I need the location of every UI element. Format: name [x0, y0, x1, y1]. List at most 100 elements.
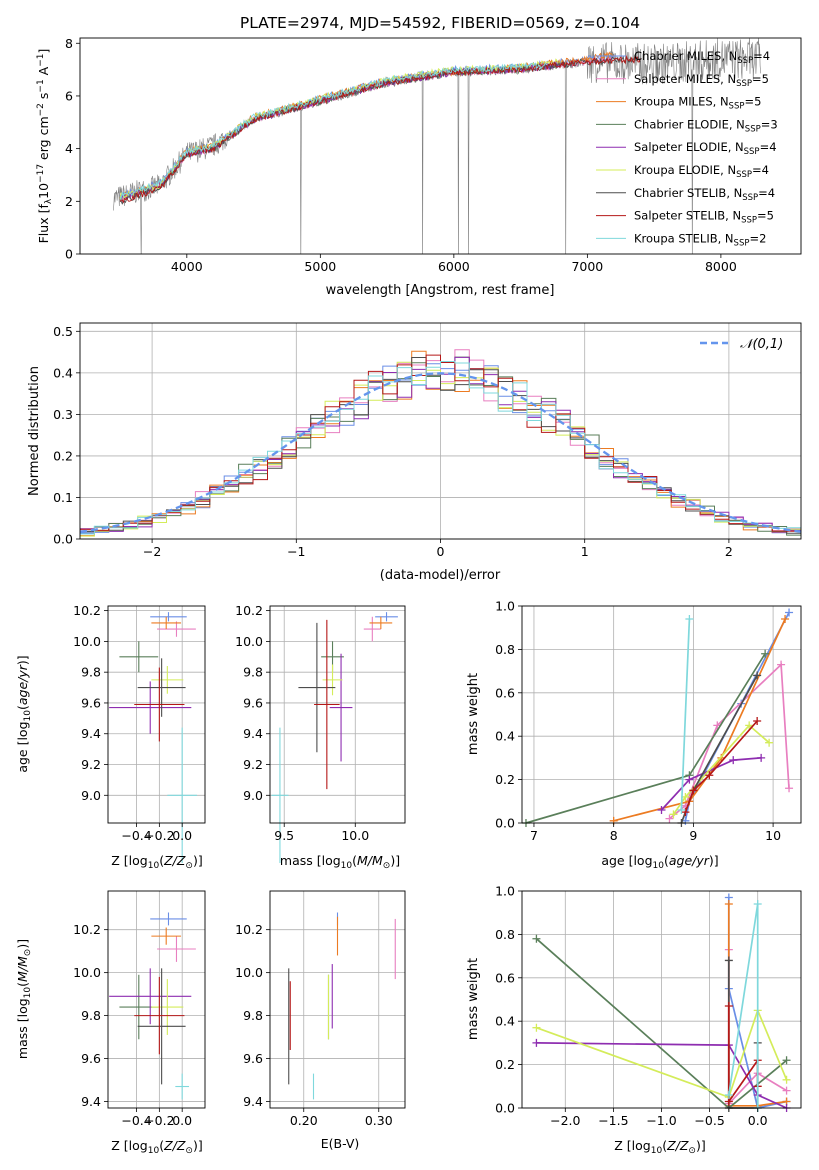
age-z-ylabel: age [log10(age/yr)]	[15, 655, 33, 772]
panel-residual-histogram: −2 −1 0 1 2 0.0 0.1 0.2 0.3 0.4 0.5 (data-model)/e…	[27, 322, 802, 583]
weight-age-ylabel: mass weight	[466, 673, 481, 755]
age-mass-xlabel: mass [log10(M/M⊙)]	[280, 853, 400, 871]
weight-z-ylabel: mass weight	[466, 958, 481, 1040]
mass-weight-marker	[753, 671, 762, 680]
y-tick-label: 9.2	[81, 757, 101, 772]
x-tick-label: −1.0	[646, 1113, 676, 1128]
y-tick-label: 9.0	[81, 788, 101, 803]
model-spectrum-line	[119, 61, 548, 201]
x-tick-label: 0.30	[365, 1113, 393, 1128]
model-spectrum-line	[119, 61, 561, 200]
mass-weight-marker	[757, 753, 766, 762]
y-tick-label: 0.1	[53, 490, 73, 505]
y-tick-label: 0.4	[495, 729, 515, 744]
mass-weight-marker	[781, 615, 790, 624]
y-tick-label: 9.4	[81, 726, 101, 741]
spectrum-xlabel: wavelength [Angstrom, rest frame]	[326, 283, 555, 298]
x-tick-label: 0.0	[172, 828, 192, 843]
mass-weight-line	[536, 1042, 787, 1109]
residual-legend-label: 𝒩(0,1)	[740, 337, 783, 352]
y-tick-label: 9.6	[243, 1051, 263, 1066]
mass-weight-marker	[745, 721, 754, 730]
panel-mass-ebv-frame	[269, 890, 406, 1109]
x-tick-label: −0.2	[144, 828, 174, 843]
legend-label: Kroupa MILES, NSSP=5	[634, 95, 761, 112]
y-tick-label: 9.6	[81, 1051, 101, 1066]
y-tick-label: 0.0	[495, 1101, 515, 1116]
age-z-xlabel: Z [log10(Z/Z⊙)]	[111, 853, 202, 871]
residual-legend: 𝒩(0,1)	[700, 337, 783, 352]
y-tick-label: 10.0	[73, 634, 101, 649]
y-tick-label: 9.4	[243, 1094, 263, 1109]
x-tick-label: −2.0	[550, 1113, 580, 1128]
panel-spectrum: 4000 5000 6000 7000 8000 0 2 4 6 8 wavelength [An…	[36, 36, 802, 298]
x-tick-label: −0.4	[121, 1113, 151, 1128]
y-tick-label: 10.2	[235, 922, 263, 937]
y-tick-label: 9.4	[81, 1094, 101, 1109]
mass-z-xlabel: Z [log10(Z/Z⊙)]	[111, 1138, 202, 1156]
panel-age-mass-frame	[269, 605, 406, 824]
y-tick-label: 6	[65, 88, 73, 103]
y-tick-label: 10.0	[73, 965, 101, 980]
x-tick-label: 9.5	[274, 828, 294, 843]
y-tick-label: 9.8	[81, 1008, 101, 1023]
panel-weight-vs-age: 7 8 9 10 0.0 0.2 0.4 0.6 0.8 1.0 age [log10(age/y…	[466, 599, 802, 871]
mass-weight-marker	[532, 934, 541, 943]
mass-weight-marker	[724, 1002, 733, 1011]
mass-weight-marker	[665, 814, 674, 823]
y-tick-label: 0.4	[495, 1014, 515, 1029]
mass-weight-marker	[532, 1023, 541, 1032]
panel-age-vs-mass: 9.5 10.0 9.0 9.2 9.4 9.6 9.8 10.0 10.2 mass [log…	[235, 603, 406, 871]
model-spectrum-line	[119, 55, 641, 205]
mass-weight-marker	[785, 608, 794, 617]
panel-spectrum-frame	[79, 37, 802, 255]
x-tick-label: 7	[530, 828, 538, 843]
mass-weight-line	[680, 618, 691, 811]
mass-weight-marker	[685, 775, 694, 784]
y-tick-label: 0.5	[53, 324, 73, 339]
x-tick-label: 7000	[571, 259, 603, 274]
y-tick-label: 0.6	[495, 685, 515, 700]
x-tick-label: 9	[689, 828, 697, 843]
y-tick-label: 0.6	[495, 970, 515, 985]
mass-weight-marker	[657, 805, 666, 814]
x-tick-label: 10	[765, 828, 781, 843]
model-spectrum-line	[119, 58, 561, 200]
x-tick-label: 4000	[171, 259, 203, 274]
y-tick-label: 9.0	[243, 788, 263, 803]
y-tick-label: 4	[65, 141, 73, 156]
y-tick-label: 0.0	[53, 532, 73, 547]
model-spectrum-line	[119, 51, 614, 199]
x-tick-label: −0.5	[694, 1113, 724, 1128]
x-tick-label: −0.4	[121, 828, 151, 843]
x-tick-label: 5000	[304, 259, 336, 274]
x-tick-label: 6000	[438, 259, 470, 274]
spectrum-legend: Chabrier MILES, NSSP=4 Salpeter MILES, NS…	[596, 49, 778, 248]
y-tick-label: 0.0	[495, 816, 515, 831]
mass-weight-marker	[669, 810, 678, 819]
mass-z-ylabel: mass [log10(M/M⊙)]	[15, 939, 33, 1059]
y-tick-label: 10.2	[73, 922, 101, 937]
x-tick-label: −1.5	[598, 1113, 628, 1128]
x-tick-label: 10.0	[341, 828, 369, 843]
legend-label: Salpeter ELODIE, NSSP=4	[634, 140, 777, 157]
x-tick-label: 8	[610, 828, 618, 843]
y-tick-label: 8	[65, 36, 73, 51]
legend-label: Kroupa STELIB, NSSP=2	[634, 231, 766, 248]
legend-label: Chabrier ELODIE, NSSP=3	[634, 117, 778, 134]
panel-mass-vs-ebv: 0.20 0.30 9.4 9.6 9.8 10.0 10.2 E(B-V)	[235, 890, 406, 1151]
panel-age-z-frame	[107, 605, 206, 824]
panel-weight-vs-metallicity: −2.0 −1.5 −1.0 −0.5 0.0 0.0 0.2 0.4 0.6 0.8 1.0 Z …	[466, 884, 802, 1156]
y-tick-label: 9.8	[81, 665, 101, 680]
panel-age-vs-metallicity: −0.4−0.20.0 9.0 9.2 9.4 9.6 9.8 10.0 10.2 Z [lo…	[15, 603, 206, 871]
legend-label: Kroupa ELODIE, NSSP=4	[634, 163, 769, 180]
mass-weight-line	[525, 653, 766, 824]
legend-label: Chabrier MILES, NSSP=4	[634, 49, 770, 66]
y-tick-label: 2	[65, 194, 73, 209]
x-tick-label: −0.2	[144, 1113, 174, 1128]
weight-age-xlabel: age [log10(age/yr)]	[601, 853, 718, 871]
model-spectrum-line	[119, 56, 614, 202]
y-tick-label: 0.2	[53, 448, 73, 463]
mass-weight-marker	[729, 756, 738, 765]
normal-distribution-curve	[79, 372, 802, 533]
